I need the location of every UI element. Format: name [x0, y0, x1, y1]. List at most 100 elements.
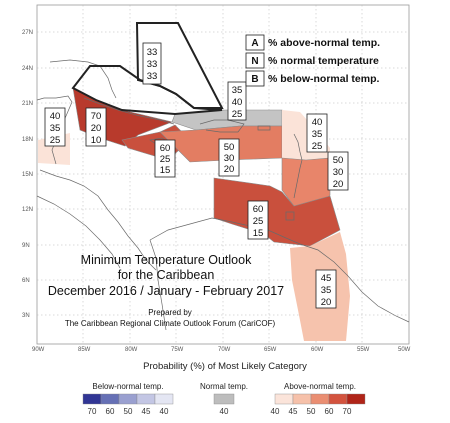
- below-value: 33: [147, 71, 158, 82]
- probability-box: 33 33 33: [142, 42, 162, 85]
- lon-label: 65W: [264, 347, 277, 353]
- below-value: 20: [321, 297, 332, 308]
- scale-title: Probability (%) of Most Likely Category: [143, 361, 307, 372]
- trinidad-coast: [285, 211, 295, 221]
- lesser-antilles-chain: [293, 133, 303, 199]
- above-value: 45: [321, 273, 332, 284]
- scale-swatch: [346, 393, 366, 405]
- scale-value: 45: [289, 407, 298, 416]
- credit-line-1: Prepared by: [148, 308, 192, 317]
- above-value: 40: [312, 117, 323, 128]
- below-value: 15: [253, 228, 264, 239]
- above-value: 50: [224, 142, 235, 153]
- lat-label: 18N: [22, 137, 33, 143]
- lat-label: 3N: [22, 313, 30, 319]
- scale-swatch: [136, 393, 156, 405]
- cuba-coast: [83, 97, 175, 125]
- scale-below-swatches: [82, 393, 174, 405]
- scale-swatch: [154, 393, 174, 405]
- key-above-text: % above-normal temp.: [268, 37, 380, 49]
- scale-value: 50: [124, 407, 133, 416]
- normal-value: 35: [50, 123, 61, 134]
- normal-value: 25: [160, 154, 171, 165]
- above-value: 70: [91, 111, 102, 122]
- coastlines: [36, 59, 410, 331]
- probability-box: 40 35 25: [306, 113, 328, 153]
- normal-value: 30: [224, 153, 235, 164]
- category-key: A % above-normal temp. N % normal temper…: [245, 34, 380, 87]
- scale-value: 40: [160, 407, 169, 416]
- colombia-coast: [149, 239, 167, 331]
- scale-value: 45: [142, 407, 151, 416]
- normal-value: 30: [333, 167, 344, 178]
- region-florida-straits: [71, 65, 223, 116]
- above-value: 35: [232, 85, 243, 96]
- above-value: 33: [147, 47, 158, 58]
- scale-swatch: [292, 393, 312, 405]
- key-above-letter: A: [251, 38, 258, 49]
- south-america-coast: [149, 217, 410, 323]
- title-line-3: December 2016 / January - February 2017: [48, 284, 284, 298]
- lat-label: 15N: [22, 172, 33, 178]
- lon-label: 70W: [218, 347, 231, 353]
- below-value: 20: [224, 164, 235, 175]
- probability-box: 35 40 25: [227, 81, 247, 121]
- normal-value: 40: [232, 97, 243, 108]
- scale-value: 40: [271, 407, 280, 416]
- below-value: 20: [333, 179, 344, 190]
- lon-label: 85W: [78, 347, 91, 353]
- below-value: 10: [91, 135, 102, 146]
- credit: Prepared by The Caribbean Regional Clima…: [65, 308, 276, 328]
- key-below-letter: B: [251, 74, 258, 85]
- scale-swatch: [213, 393, 235, 405]
- below-value: 15: [160, 165, 171, 176]
- lon-label: 50W: [398, 347, 411, 353]
- title-line-2: for the Caribbean: [118, 268, 215, 282]
- scale-above-label: Above-normal temp.: [284, 382, 356, 391]
- lat-label: 27N: [22, 30, 33, 36]
- probability-box: 50 30 20: [327, 151, 349, 191]
- scale-swatch: [100, 393, 120, 405]
- lon-label: 90W: [32, 347, 45, 353]
- longitude-labels: 90W 85W 80W 75W 70W 65W 60W 55W 50W: [32, 347, 411, 353]
- scale-value: 70: [88, 407, 97, 416]
- scale-below-label: Below-normal temp.: [92, 382, 163, 391]
- scale-value: 60: [106, 407, 115, 416]
- key-below-text: % below-normal temp.: [268, 73, 380, 85]
- probability-box: 70 20 10: [85, 107, 107, 147]
- above-value: 60: [160, 143, 171, 154]
- key-normal-letter: N: [251, 56, 258, 67]
- credit-line-2: The Caribbean Regional Climate Outlook F…: [65, 319, 276, 328]
- probability-box: 40 35 25: [44, 107, 66, 147]
- lat-label: 12N: [22, 207, 33, 213]
- probability-box: 60 25 15: [247, 200, 269, 240]
- above-value: 60: [253, 204, 264, 215]
- normal-value: 33: [147, 59, 158, 70]
- lon-label: 55W: [357, 347, 370, 353]
- normal-value: 25: [253, 216, 264, 227]
- puerto-rico-coast: [257, 125, 271, 131]
- lat-label: 6N: [22, 278, 30, 284]
- probability-box: 60 25 15: [154, 139, 176, 178]
- scale-value: 70: [343, 407, 352, 416]
- probability-box: 50 30 20: [218, 138, 240, 177]
- scale-swatch: [328, 393, 348, 405]
- hispaniola-coast: [199, 119, 245, 133]
- scale-normal-label: Normal temp.: [200, 382, 248, 391]
- scale-above-values: 40 45 50 60 70: [271, 407, 352, 416]
- lat-label: 21N: [22, 101, 33, 107]
- normal-value: 20: [91, 123, 102, 134]
- key-normal-text: % normal temperature: [268, 55, 379, 67]
- scale-swatch: [82, 393, 102, 405]
- scale-swatch: [310, 393, 330, 405]
- below-value: 25: [232, 109, 243, 120]
- lat-label: 24N: [22, 66, 33, 72]
- scale-above-swatches: [274, 393, 366, 405]
- normal-value: 35: [312, 129, 323, 140]
- lon-label: 60W: [311, 347, 324, 353]
- scale-swatch: [274, 393, 294, 405]
- central-america-coast: [39, 169, 157, 271]
- lon-label: 75W: [171, 347, 184, 353]
- scale-below-values: 70 60 50 45 40: [88, 407, 169, 416]
- above-value: 50: [333, 155, 344, 166]
